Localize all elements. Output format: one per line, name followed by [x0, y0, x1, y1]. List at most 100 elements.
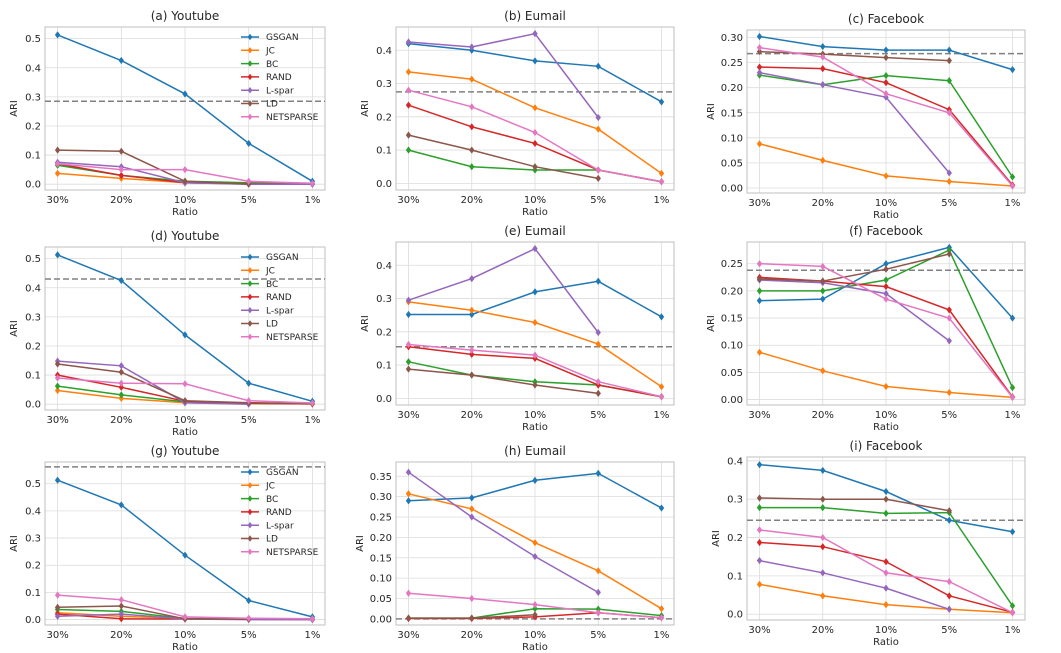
- y-axis-label: ARI: [711, 530, 722, 547]
- data-point-ld: [118, 602, 124, 610]
- data-point-ld: [469, 371, 475, 379]
- data-point-bc: [1009, 384, 1016, 392]
- data-point-jc: [756, 580, 763, 588]
- y-tick-label: 0.00: [721, 183, 743, 194]
- legend-label-l-spar: L-spar: [266, 86, 294, 96]
- legend-marker-netsparse: [247, 333, 253, 340]
- legend-label-l-spar: L-spar: [266, 306, 294, 316]
- data-point-jc: [820, 367, 826, 375]
- x-tick-label: 5%: [590, 195, 606, 206]
- data-point-l-spar: [883, 290, 889, 298]
- data-point-netsparse: [756, 43, 763, 52]
- data-point-ld: [469, 146, 475, 154]
- chart-panel-6: 30% 20% 10% 5% 1% 0.00 0.05 0.10 0.15 0.20 0.25 (f)…: [706, 224, 1026, 433]
- data-point-bc: [946, 77, 952, 85]
- legend-marker-gsgan: [247, 33, 253, 41]
- data-point-ld: [756, 47, 763, 56]
- data-point-netsparse: [820, 262, 826, 271]
- data-point-rand: [883, 558, 889, 566]
- data-point-netsparse: [946, 109, 952, 117]
- x-axis-label: Ratio: [873, 637, 899, 648]
- x-tick-label: 1%: [1005, 198, 1021, 209]
- x-tick-label: 5%: [590, 630, 606, 641]
- data-point-jc: [946, 388, 952, 397]
- data-point-netsparse: [469, 594, 475, 603]
- data-point-jc: [595, 340, 601, 348]
- chart-title: (f) Facebook: [849, 224, 923, 238]
- legend-marker-jc: [247, 267, 253, 274]
- y-tick-label: 0.4: [25, 283, 41, 294]
- data-point-ld: [532, 163, 538, 171]
- legend-label-ld: LD: [266, 100, 278, 110]
- data-point-gsgan: [246, 139, 252, 148]
- x-axis-label: Ratio: [172, 207, 198, 218]
- legend-marker-gsgan: [247, 253, 253, 261]
- chart-title: (d) Youtube: [151, 229, 220, 243]
- x-tick-label: 5%: [241, 630, 257, 641]
- data-point-ld: [595, 174, 601, 182]
- y-tick-label: 0.1: [25, 151, 41, 162]
- data-point-rand: [469, 123, 475, 131]
- x-tick-label: 1%: [304, 195, 320, 206]
- data-point-netsparse: [756, 526, 763, 534]
- data-point-l-spar: [469, 43, 475, 51]
- data-point-netsparse: [118, 379, 124, 387]
- x-tick-label: 20%: [110, 415, 132, 426]
- data-point-netsparse: [946, 578, 952, 586]
- data-point-l-spar: [54, 612, 61, 620]
- data-point-netsparse: [756, 260, 763, 268]
- x-tick-label: 1%: [304, 415, 320, 426]
- chart-panel-3: 30% 20% 10% 5% 1% 0.00 0.05 0.10 0.15 0.20 0.25 0.3…: [706, 12, 1026, 221]
- y-tick-label: 0.25: [370, 513, 392, 524]
- data-point-l-spar: [595, 113, 601, 122]
- y-tick-label: 0.15: [721, 108, 743, 119]
- y-tick-label: 0.0: [376, 179, 392, 190]
- legend-label-bc: BC: [266, 280, 278, 290]
- data-point-netsparse: [946, 314, 952, 322]
- data-point-bc: [54, 382, 61, 390]
- data-point-ld: [118, 147, 124, 155]
- series-line-l-spar: [408, 32, 599, 118]
- data-point-ld: [946, 250, 952, 258]
- x-axis-label: Ratio: [873, 210, 899, 221]
- data-point-ld: [54, 146, 61, 154]
- legend-marker-rand: [247, 293, 253, 301]
- x-tick-label: 20%: [812, 198, 834, 209]
- data-point-jc: [658, 605, 665, 613]
- x-tick-label: 5%: [941, 410, 957, 421]
- data-point-netsparse: [246, 614, 252, 622]
- series-line-ld: [408, 368, 599, 395]
- data-point-ld: [756, 494, 763, 502]
- x-tick-label: 30%: [748, 625, 770, 636]
- data-point-ld: [405, 365, 412, 373]
- data-point-jc: [405, 490, 412, 498]
- x-tick-label: 1%: [304, 630, 320, 641]
- series-line-ld: [408, 134, 599, 180]
- legend-marker-netsparse: [247, 113, 253, 120]
- x-tick-label: 1%: [654, 195, 670, 206]
- chart-title: (g) Youtube: [151, 444, 220, 458]
- x-tick-label: 30%: [748, 410, 770, 421]
- data-point-l-spar: [756, 556, 763, 565]
- x-axis-label: Ratio: [873, 422, 899, 433]
- data-point-jc: [532, 104, 538, 112]
- data-point-ld: [883, 265, 889, 273]
- y-tick-label: 0.5: [25, 479, 41, 490]
- data-point-netsparse: [1009, 393, 1016, 401]
- y-axis-label: ARI: [706, 315, 717, 332]
- legend-label-rand: RAND: [266, 293, 292, 303]
- data-point-netsparse: [469, 103, 475, 111]
- data-point-ld: [883, 53, 889, 62]
- data-point-rand: [883, 79, 889, 87]
- y-tick-label: 0.3: [376, 294, 392, 305]
- data-point-jc: [595, 567, 601, 575]
- data-point-jc: [756, 348, 763, 356]
- data-point-gsgan: [756, 32, 763, 41]
- series-line-l-spar: [408, 471, 599, 594]
- y-tick-label: 0.1: [376, 146, 392, 157]
- y-tick-label: 0.10: [721, 133, 743, 144]
- y-tick-label: 0.05: [721, 158, 743, 169]
- data-point-netsparse: [182, 613, 188, 621]
- series-line-l-spar: [759, 279, 950, 342]
- data-point-l-spar: [946, 337, 952, 345]
